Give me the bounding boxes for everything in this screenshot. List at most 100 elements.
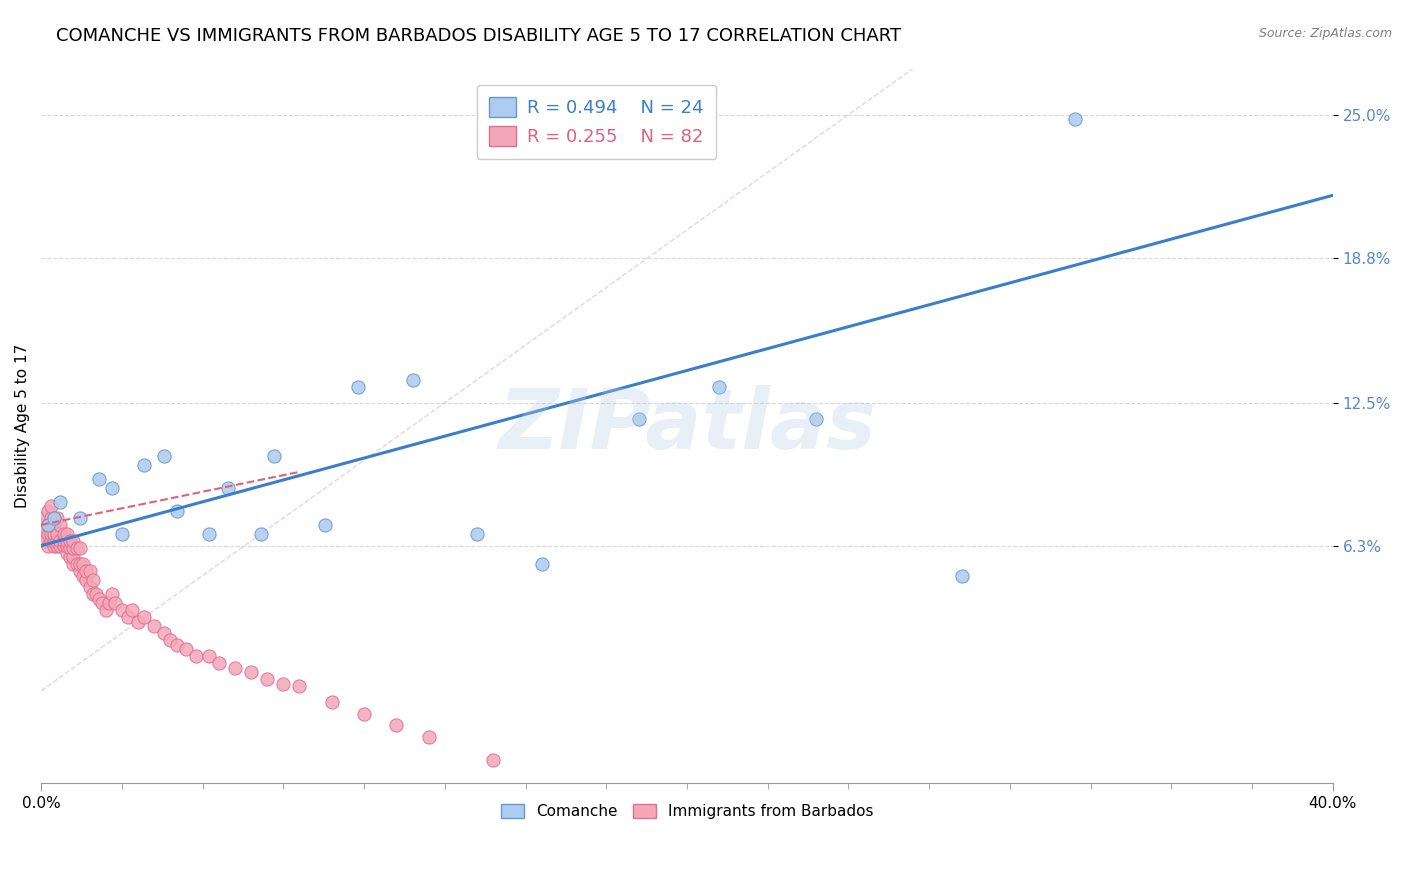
Point <box>59 534 82 549</box>
Point <box>62 534 84 549</box>
Point <box>224 661 246 675</box>
Point <box>530 557 553 571</box>
Point <box>37 539 59 553</box>
Point <box>62 550 84 565</box>
Point <box>288 679 311 693</box>
Point <box>418 730 440 744</box>
Point <box>49 539 72 553</box>
Point <box>69 541 91 555</box>
Point <box>79 564 101 578</box>
Point <box>66 541 89 555</box>
Point <box>42 517 65 532</box>
Point <box>84 587 107 601</box>
Point <box>30 527 52 541</box>
Point <box>97 596 120 610</box>
Point <box>111 527 134 541</box>
Point <box>263 449 285 463</box>
Legend: Comanche, Immigrants from Barbados: Comanche, Immigrants from Barbados <box>495 797 879 825</box>
Point <box>217 481 239 495</box>
Point <box>72 557 94 571</box>
Point <box>249 527 271 541</box>
Point <box>39 517 62 532</box>
Point <box>111 603 134 617</box>
Point <box>121 603 143 617</box>
Point <box>37 504 59 518</box>
Point <box>314 517 336 532</box>
Point <box>709 379 731 393</box>
Point <box>52 539 75 553</box>
Point <box>75 573 97 587</box>
Point <box>62 541 84 555</box>
Point <box>104 596 127 610</box>
Point <box>37 517 59 532</box>
Point <box>482 753 505 767</box>
Point <box>59 541 82 555</box>
Point <box>153 449 176 463</box>
Point <box>37 517 59 532</box>
Point <box>627 412 650 426</box>
Point <box>134 458 156 472</box>
Point <box>256 673 278 687</box>
Point <box>806 412 828 426</box>
Point <box>184 649 207 664</box>
Point <box>56 545 79 559</box>
Point <box>89 591 111 606</box>
Point <box>950 568 973 582</box>
Point <box>30 517 52 532</box>
Point <box>101 481 124 495</box>
Point <box>273 677 295 691</box>
Y-axis label: Disability Age 5 to 17: Disability Age 5 to 17 <box>15 343 30 508</box>
Point <box>198 649 221 664</box>
Point <box>56 539 79 553</box>
Point <box>34 511 56 525</box>
Point <box>39 527 62 541</box>
Point <box>62 557 84 571</box>
Text: COMANCHE VS IMMIGRANTS FROM BARBADOS DISABILITY AGE 5 TO 17 CORRELATION CHART: COMANCHE VS IMMIGRANTS FROM BARBADOS DIS… <box>56 27 901 45</box>
Point <box>66 557 89 571</box>
Point <box>176 642 198 657</box>
Point <box>346 379 368 393</box>
Point <box>82 573 104 587</box>
Point <box>208 656 231 670</box>
Point <box>82 587 104 601</box>
Point <box>39 500 62 514</box>
Point <box>166 638 188 652</box>
Point <box>94 603 117 617</box>
Point <box>42 511 65 525</box>
Point <box>69 564 91 578</box>
Point <box>34 523 56 537</box>
Point <box>49 534 72 549</box>
Text: ZIPatlas: ZIPatlas <box>498 385 876 467</box>
Point <box>117 610 139 624</box>
Point <box>46 539 69 553</box>
Point <box>69 511 91 525</box>
Point <box>46 534 69 549</box>
Point <box>46 527 69 541</box>
Point <box>143 619 166 633</box>
Point <box>37 527 59 541</box>
Point <box>198 527 221 541</box>
Point <box>56 527 79 541</box>
Point <box>42 534 65 549</box>
Point <box>72 568 94 582</box>
Point <box>465 527 488 541</box>
Point <box>39 511 62 525</box>
Point <box>59 550 82 565</box>
Point <box>42 539 65 553</box>
Point <box>42 527 65 541</box>
Point <box>159 633 181 648</box>
Point <box>52 527 75 541</box>
Point <box>134 610 156 624</box>
Point <box>69 557 91 571</box>
Point <box>91 596 114 610</box>
Point <box>166 504 188 518</box>
Point <box>385 718 408 732</box>
Point <box>52 534 75 549</box>
Point <box>1063 112 1085 127</box>
Point <box>79 580 101 594</box>
Point <box>89 472 111 486</box>
Point <box>75 564 97 578</box>
Point <box>34 534 56 549</box>
Point <box>49 517 72 532</box>
Point <box>127 615 149 629</box>
